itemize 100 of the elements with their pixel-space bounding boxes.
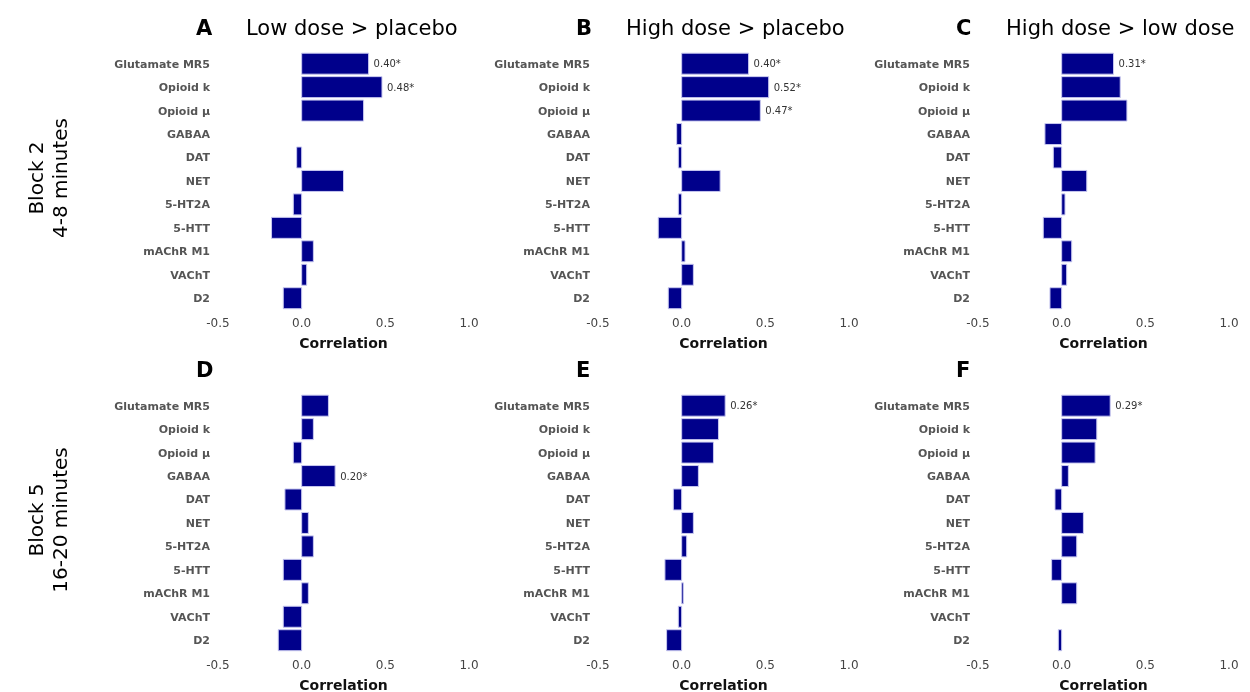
y-tick-label: VAChT (170, 610, 211, 624)
y-tick-label: Glutamate MR5 (494, 399, 590, 413)
y-tick-label: Opioid k (538, 423, 591, 437)
y-tick-label: GABAA (167, 470, 211, 483)
y-tick-label: Glutamate MR5 (874, 57, 970, 71)
y-tick-label: VAChT (930, 268, 971, 282)
y-tick-label: 5-HT2A (544, 198, 591, 212)
y-tick-label: Opioid k (158, 81, 211, 95)
y-tick-label: 5-HT2A (924, 540, 971, 554)
x-tick-label: 0.0 (1052, 657, 1072, 672)
y-tick-label: GABAA (547, 470, 591, 483)
y-tick-label: 5-HT2A (164, 198, 211, 212)
y-tick-label: Opioid μ (537, 446, 590, 460)
x-tick-label: 0.5 (1135, 315, 1155, 330)
x-axis-title: Correlation (1059, 677, 1148, 692)
y-tick-label: Glutamate MR5 (874, 399, 970, 413)
y-tick-label: NET (185, 516, 211, 530)
x-tick-label: -0.5 (586, 315, 610, 330)
y-tick-label: DAT (565, 151, 591, 165)
y-tick-label: GABAA (927, 470, 971, 483)
chart-title: B (576, 16, 593, 40)
y-tick-label: DAT (945, 151, 971, 165)
y-tick-label: Opioid k (918, 81, 971, 95)
y-tick-label: mAChR M1 (523, 245, 590, 259)
x-axis-title: Correlation (679, 335, 768, 351)
y-tick-label: mAChR M1 (903, 245, 970, 259)
y-tick-label: DAT (185, 151, 211, 165)
chart-title: E (576, 358, 592, 382)
x-tick-label: 0.0 (1052, 315, 1072, 330)
chart-subtitle: Low dose > placebo (246, 16, 458, 40)
y-tick-label: 5-HT2A (544, 540, 591, 554)
x-tick-label: 0.5 (375, 315, 395, 330)
y-tick-label: DAT (945, 493, 971, 507)
data-label: 0.52* (773, 81, 801, 93)
y-axis-title: Block 2 4-8 minutes (24, 118, 73, 238)
y-tick-label: Glutamate MR5 (114, 57, 210, 71)
y-tick-label: 5-HT2A (164, 540, 211, 554)
x-tick-label: 0.0 (672, 657, 692, 672)
y-tick-label: mAChR M1 (143, 245, 210, 259)
x-tick-label: 0.0 (292, 657, 312, 672)
x-tick-label: 1.0 (1219, 315, 1239, 330)
y-tick-label: D2 (573, 292, 590, 306)
y-tick-label: D2 (953, 292, 970, 306)
y-tick-label: Opioid μ (917, 104, 970, 118)
y-tick-label: Opioid μ (157, 446, 210, 460)
chart-title: A (196, 16, 214, 40)
y-tick-label: 5-HTT (933, 563, 971, 577)
y-tick-label: NET (945, 516, 971, 530)
x-tick-label: 0.5 (755, 657, 775, 672)
y-tick-label: GABAA (167, 128, 211, 141)
x-tick-label: 0.5 (375, 657, 395, 672)
y-tick-label: Opioid k (538, 81, 591, 95)
x-tick-label: -0.5 (966, 315, 990, 330)
data-label: 0.40* (753, 58, 781, 70)
x-tick-label: 0.5 (1135, 657, 1155, 672)
y-tick-label: DAT (565, 493, 591, 507)
x-tick-label: 0.0 (672, 315, 692, 330)
x-axis-title: Correlation (679, 677, 768, 692)
y-tick-label: GABAA (547, 128, 591, 141)
chart-title: F (956, 358, 972, 382)
y-tick-label: VAChT (550, 610, 591, 624)
y-tick-label: Opioid μ (537, 104, 590, 118)
y-tick-label: D2 (193, 292, 210, 306)
data-label: 0.40* (373, 58, 401, 70)
y-tick-label: 5-HTT (553, 221, 591, 235)
chart-subtitle: High dose > low dose (1006, 16, 1235, 40)
y-tick-label: mAChR M1 (523, 587, 590, 601)
y-tick-label: 5-HTT (553, 563, 591, 577)
y-tick-label: GABAA (927, 128, 971, 141)
chart-title: D (196, 358, 215, 382)
y-tick-label: D2 (193, 634, 210, 648)
y-tick-label: 5-HT2A (924, 198, 971, 212)
data-label: 0.26* (730, 400, 758, 412)
x-tick-label: 1.0 (459, 657, 479, 672)
data-label: 0.31* (1118, 58, 1146, 70)
data-label: 0.47* (765, 105, 793, 117)
chart-title: C (956, 16, 973, 40)
y-tick-label: DAT (185, 493, 211, 507)
y-tick-label: VAChT (930, 610, 971, 624)
y-tick-label: Opioid μ (917, 446, 970, 460)
y-axis-title: Block 5 16-20 minutes (24, 447, 72, 593)
y-tick-label: Opioid k (918, 423, 971, 437)
x-tick-label: -0.5 (206, 315, 230, 330)
x-tick-label: 0.5 (755, 315, 775, 330)
x-tick-label: 0.0 (292, 315, 312, 330)
y-tick-label: NET (945, 174, 971, 188)
y-tick-label: NET (565, 174, 591, 188)
y-tick-label: NET (565, 516, 591, 530)
y-tick-label: Glutamate MR5 (494, 57, 590, 71)
x-tick-label: 1.0 (839, 315, 859, 330)
x-axis-title: Correlation (1059, 335, 1148, 351)
x-tick-label: 1.0 (839, 657, 859, 672)
y-tick-label: Opioid k (158, 423, 211, 437)
data-label: 0.29* (1115, 400, 1143, 412)
bar (1057, 629, 1063, 652)
y-tick-label: mAChR M1 (143, 587, 210, 601)
y-tick-label: VAChT (550, 268, 591, 282)
y-tick-label: D2 (953, 634, 970, 648)
y-tick-label: D2 (573, 634, 590, 648)
y-tick-label: NET (185, 174, 211, 188)
